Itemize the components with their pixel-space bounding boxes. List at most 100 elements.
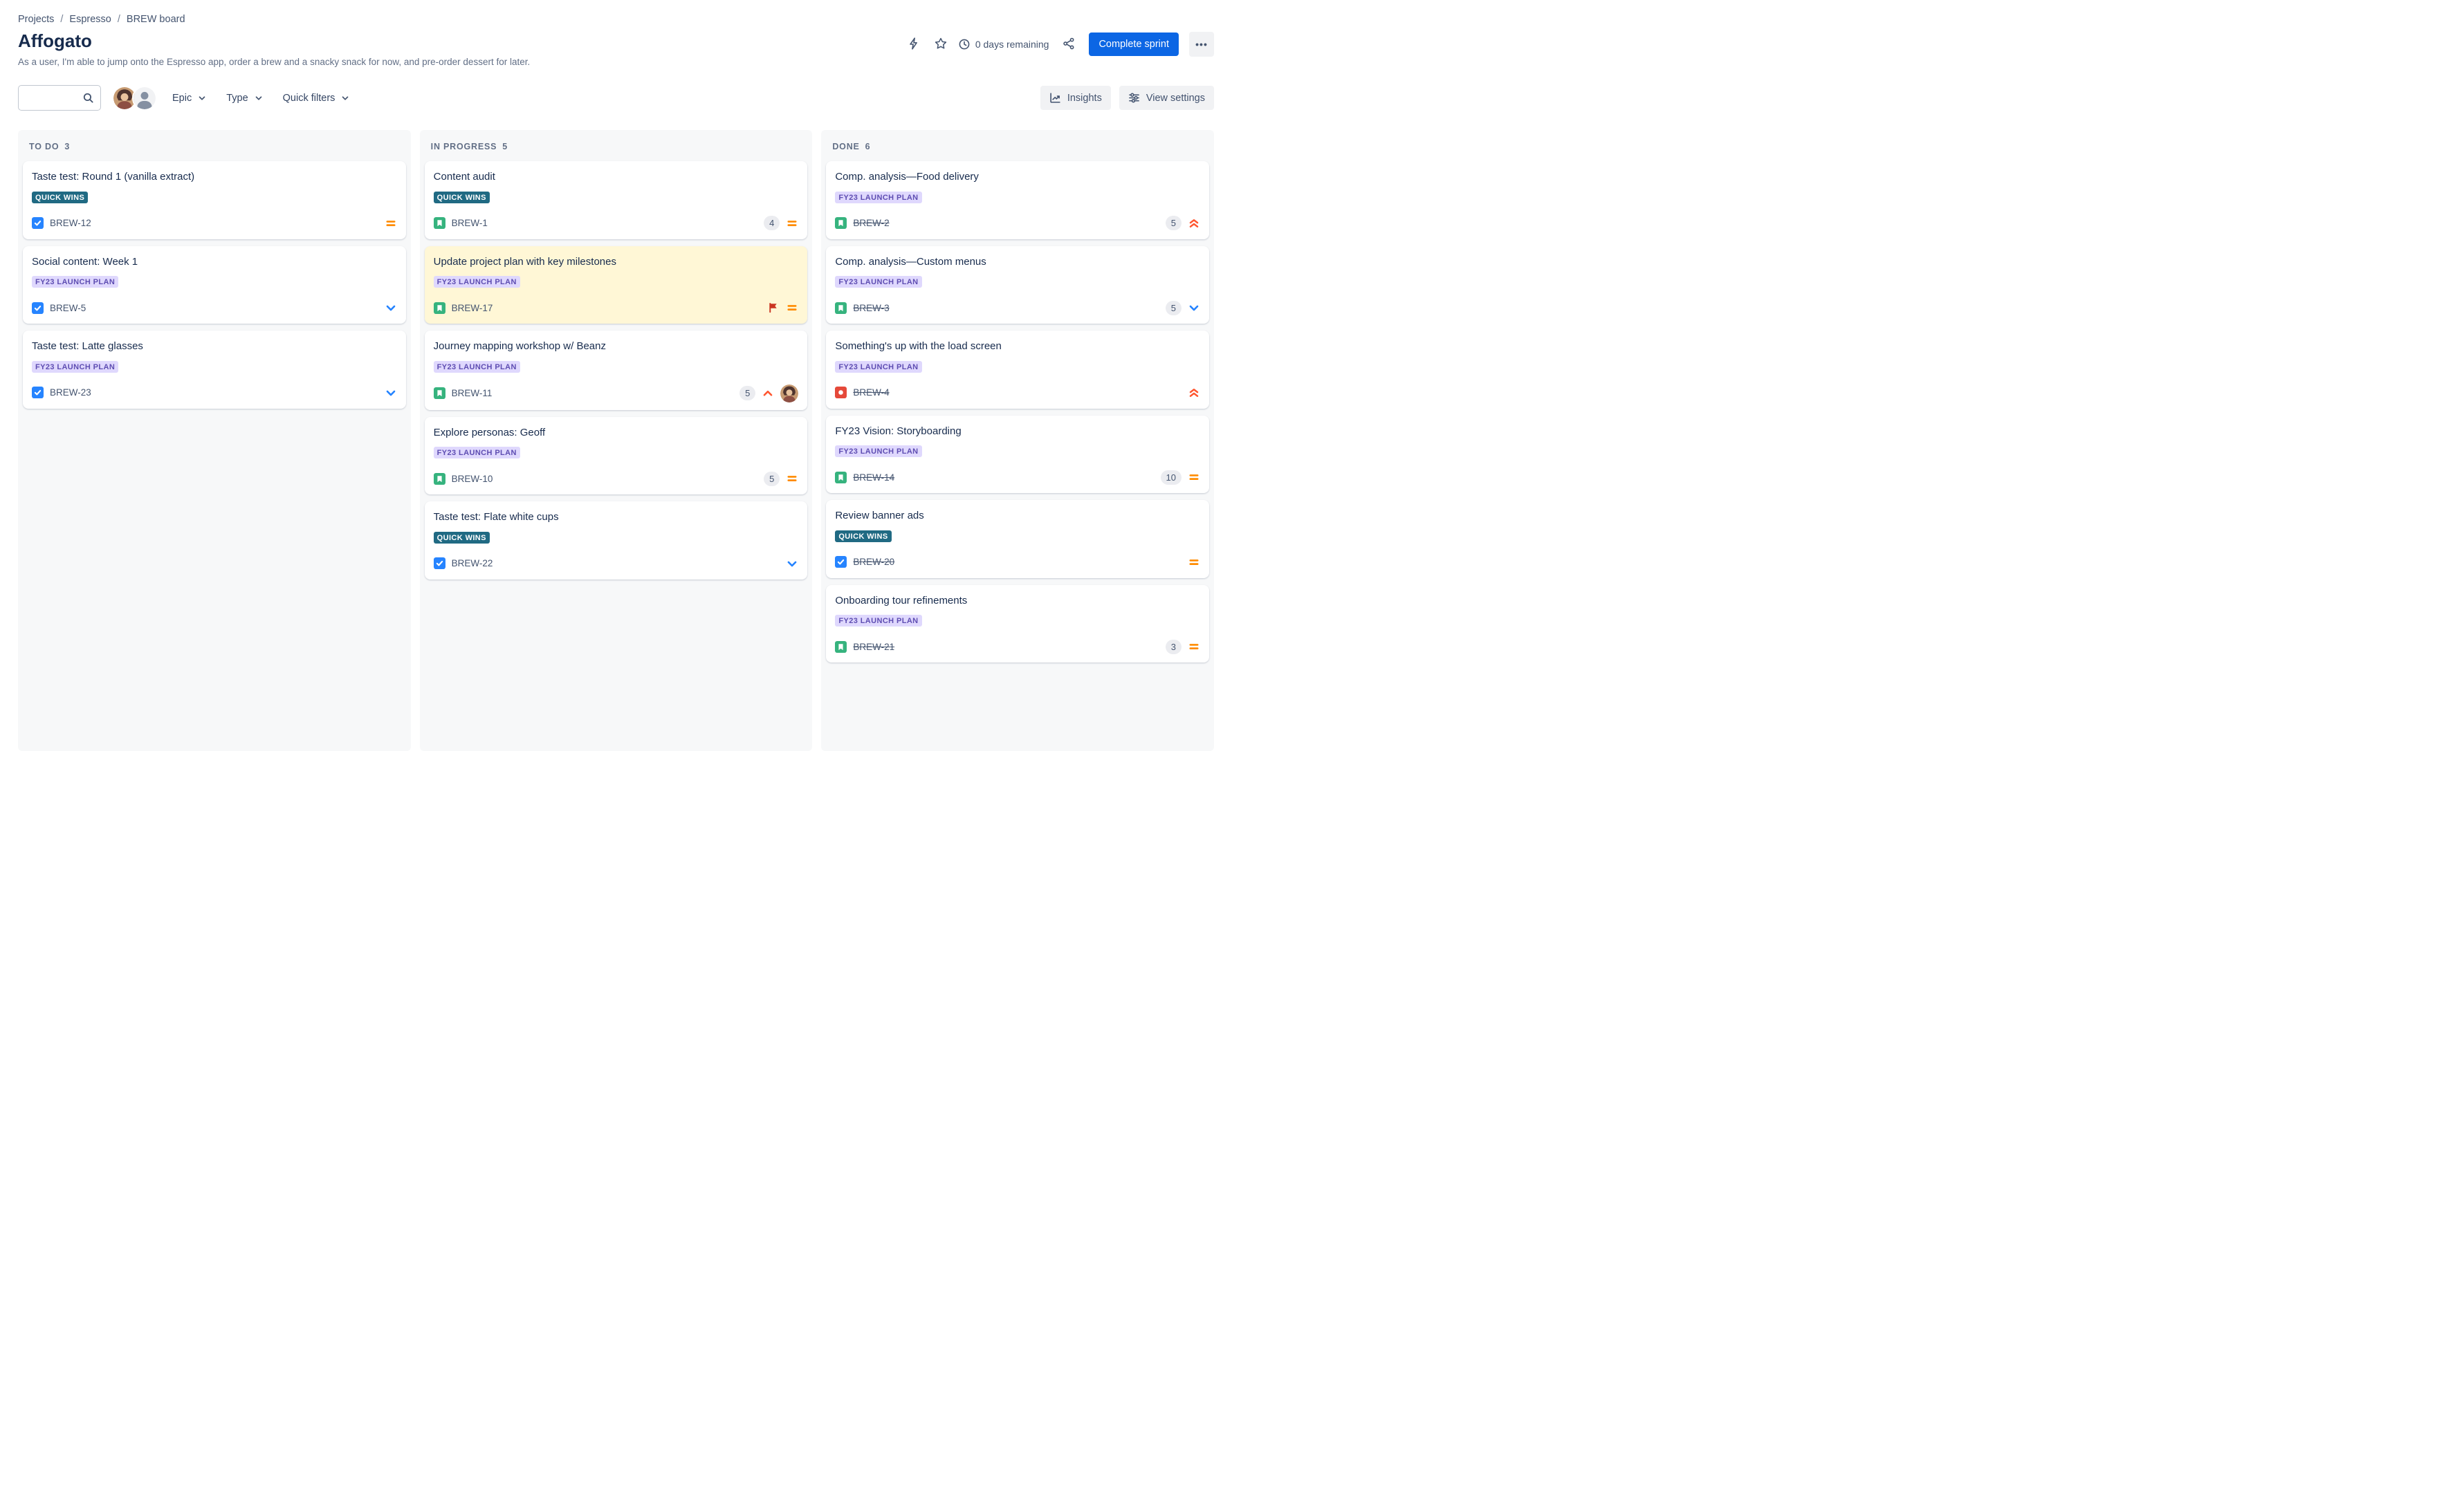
- view-settings-button[interactable]: View settings: [1119, 86, 1214, 110]
- epic-badge: QUICK WINS: [433, 191, 490, 203]
- story-icon: [433, 387, 445, 399]
- story-icon: [433, 302, 445, 314]
- estimate-badge: 5: [1165, 216, 1182, 230]
- card-epics: FY23 LAUNCH PLAN: [835, 445, 1200, 457]
- breadcrumb-projects[interactable]: Projects: [18, 14, 55, 25]
- insights-button[interactable]: Insights: [1040, 86, 1111, 110]
- epic-badge: FY23 LAUNCH PLAN: [835, 276, 922, 288]
- story-icon: [835, 302, 847, 314]
- board-card[interactable]: Taste test: Latte glasses FY23 LAUNCH PL…: [23, 331, 406, 409]
- breadcrumb-brew-board[interactable]: BREW board: [126, 14, 185, 25]
- sliders-icon: [1128, 92, 1140, 104]
- estimate-badge: 10: [1160, 470, 1182, 485]
- story-icon: [433, 472, 445, 485]
- complete-sprint-button[interactable]: Complete sprint: [1089, 33, 1179, 56]
- card-title: Taste test: Round 1 (vanilla extract): [32, 171, 195, 183]
- epic-badge: QUICK WINS: [835, 530, 892, 542]
- chevron-down-icon: [254, 93, 264, 103]
- card-title: Review banner ads: [835, 510, 924, 521]
- search-input[interactable]: [25, 91, 82, 104]
- breadcrumb-separator: /: [117, 14, 120, 25]
- assignee-avatar[interactable]: [780, 384, 799, 402]
- quick-filters-dropdown[interactable]: Quick filters: [276, 86, 358, 110]
- estimate-badge: 3: [1165, 639, 1182, 654]
- story-icon: [835, 640, 847, 653]
- card-key: BREW-3: [853, 302, 890, 313]
- story-icon: [835, 217, 847, 229]
- breadcrumb-project-espresso[interactable]: Espresso: [69, 14, 111, 25]
- card-footer: BREW-2 5: [835, 215, 1200, 232]
- board-card[interactable]: Social content: Week 1 FY23 LAUNCH PLAN …: [23, 245, 406, 324]
- column-header: IN PROGRESS 5: [420, 130, 813, 157]
- card-title: Social content: Week 1: [32, 255, 138, 268]
- sprint-board-page: Projects / Espresso / BREW board Affogat…: [0, 0, 1232, 751]
- view-settings-label: View settings: [1146, 92, 1205, 104]
- card-footer: BREW-22: [433, 555, 799, 572]
- column-cards: Content audit QUICK WINS BREW-1 4 Update…: [420, 157, 813, 586]
- task-icon: [32, 217, 44, 229]
- card-title: Taste test: Flate white cups: [433, 511, 559, 523]
- card-epics: FY23 LAUNCH PLAN: [32, 360, 397, 373]
- more-actions-button[interactable]: •••: [1189, 32, 1214, 57]
- card-epics: QUICK WINS: [32, 191, 397, 203]
- type-filter-dropdown[interactable]: Type: [219, 86, 270, 110]
- card-footer: BREW-1 4: [433, 215, 799, 232]
- priority-highest-icon: [1188, 217, 1200, 230]
- board-card[interactable]: Journey mapping workshop w/ Beanz FY23 L…: [424, 331, 808, 410]
- board-card[interactable]: Comp. analysis—Food delivery FY23 LAUNCH…: [826, 161, 1210, 239]
- column-count: 3: [64, 142, 71, 151]
- estimate-badge: 4: [764, 216, 780, 230]
- epic-badge: FY23 LAUNCH PLAN: [835, 615, 922, 627]
- card-footer: BREW-10 5: [433, 470, 799, 487]
- board-card[interactable]: Something's up with the load screen FY23…: [826, 331, 1210, 409]
- chevron-down-icon: [340, 93, 350, 103]
- card-key: BREW-5: [50, 302, 86, 313]
- card-key: BREW-17: [451, 302, 493, 313]
- board-card[interactable]: Review banner ads QUICK WINS BREW-20: [826, 500, 1210, 578]
- board-card[interactable]: Update project plan with key milestones …: [424, 245, 808, 324]
- star-icon: [934, 37, 948, 53]
- card-epics: FY23 LAUNCH PLAN: [835, 275, 1200, 288]
- epic-badge: QUICK WINS: [433, 531, 490, 544]
- board-card[interactable]: Explore personas: Geoff FY23 LAUNCH PLAN…: [424, 416, 808, 494]
- priority-medium-icon: [786, 302, 798, 314]
- board-card[interactable]: Content audit QUICK WINS BREW-1 4: [424, 161, 808, 239]
- share-button[interactable]: [1056, 32, 1081, 57]
- chevron-down-icon: [197, 93, 207, 103]
- priority-medium-icon: [1188, 471, 1200, 483]
- board-card[interactable]: FY23 Vision: Storyboarding FY23 LAUNCH P…: [826, 415, 1210, 493]
- board-card[interactable]: Comp. analysis—Custom menus FY23 LAUNCH …: [826, 245, 1210, 324]
- card-key: BREW-23: [50, 387, 91, 398]
- sprint-description: As a user, I'm able to jump onto the Esp…: [18, 57, 531, 67]
- board-card[interactable]: Taste test: Round 1 (vanilla extract) QU…: [23, 161, 406, 239]
- column-cards: Taste test: Round 1 (vanilla extract) QU…: [18, 157, 411, 416]
- card-key: BREW-1: [451, 218, 488, 228]
- star-button[interactable]: [928, 32, 953, 57]
- board-card[interactable]: Taste test: Flate white cups QUICK WINS …: [424, 501, 808, 580]
- toolbar-left: Epic Type Quick filters: [18, 85, 357, 111]
- quick-filters-label: Quick filters: [282, 92, 335, 104]
- epic-filter-dropdown[interactable]: Epic: [165, 86, 214, 110]
- type-filter-label: Type: [226, 92, 248, 104]
- user-avatar-default[interactable]: [132, 85, 157, 111]
- card-epics: QUICK WINS: [433, 531, 799, 544]
- lightning-button[interactable]: [901, 32, 926, 57]
- story-icon: [835, 471, 847, 483]
- board-card[interactable]: Onboarding tour refinements FY23 LAUNCH …: [826, 584, 1210, 662]
- epic-badge: FY23 LAUNCH PLAN: [835, 191, 922, 203]
- card-epics: FY23 LAUNCH PLAN: [835, 614, 1200, 627]
- avatar-group: [112, 85, 157, 111]
- card-footer: BREW-11 5: [433, 384, 799, 402]
- card-footer: BREW-14 10: [835, 469, 1200, 485]
- card-footer: BREW-4: [835, 384, 1200, 401]
- epic-badge: FY23 LAUNCH PLAN: [433, 276, 520, 288]
- epic-badge: FY23 LAUNCH PLAN: [32, 360, 119, 373]
- priority-medium-icon: [1188, 640, 1200, 653]
- column-count: 6: [865, 142, 871, 151]
- priority-medium-icon: [385, 217, 397, 230]
- priority-highest-icon: [1188, 387, 1200, 399]
- epic-badge: FY23 LAUNCH PLAN: [433, 360, 520, 373]
- days-remaining: 0 days remaining: [958, 38, 1049, 50]
- priority-low-icon: [385, 387, 397, 399]
- priority-low-icon: [1188, 302, 1200, 314]
